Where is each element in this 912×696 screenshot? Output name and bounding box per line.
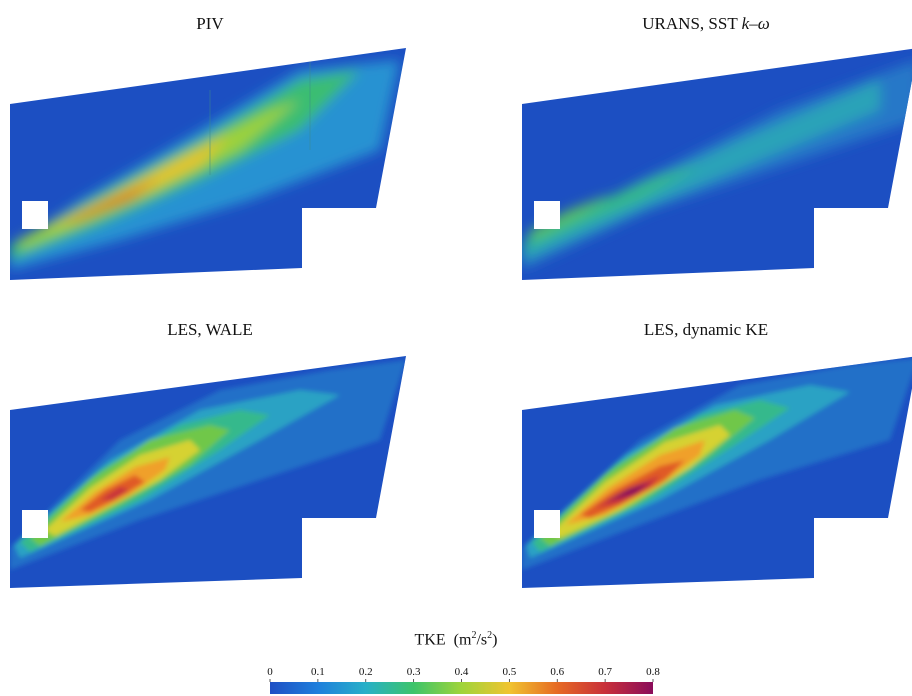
panel-urans xyxy=(522,48,912,280)
urans-title-dash: – xyxy=(749,14,758,33)
colorbar-tick-label: 0.2 xyxy=(358,666,373,678)
colorbar-tick-label: 0.5 xyxy=(502,666,517,678)
colorbar-tick-label: 0.8 xyxy=(646,666,660,678)
colorbar-title-sup2: 2 xyxy=(487,630,493,641)
urans-title-omega: ω xyxy=(757,14,770,33)
colorbar-tick-label: 0.3 xyxy=(406,666,421,678)
obstacle-piv xyxy=(22,201,48,229)
colorbar-title-main: TKE xyxy=(414,631,446,649)
panel-title-les-wale: LES, WALE xyxy=(167,320,253,339)
panel-les-wale xyxy=(10,356,406,588)
obstacle-les-wale xyxy=(22,510,48,538)
colorbar-tick-label: 0.6 xyxy=(550,666,565,678)
obstacle-les-dke xyxy=(534,510,560,538)
colorbar-title: TKE (m2/s2) xyxy=(356,630,556,649)
colorbar-title-unit-mid: /s xyxy=(476,631,488,649)
colorbar-tick-label: 0.1 xyxy=(311,666,325,678)
colorbar-title-unit-close: ) xyxy=(492,631,498,649)
panel-title-urans: URANS, SST k–ω xyxy=(496,14,912,34)
colorbar-tick-label: 0 xyxy=(267,666,273,678)
urans-title-k: k xyxy=(741,14,750,33)
colorbar-tick-label: 0.7 xyxy=(598,666,612,678)
colorbar-title-unit-open: (m xyxy=(453,631,472,649)
panel-les-dke xyxy=(522,356,912,588)
colorbar-title-sup1: 2 xyxy=(471,630,477,641)
colorbar xyxy=(270,682,653,694)
panel-title-piv: PIV xyxy=(196,14,224,33)
panel-piv xyxy=(10,48,406,280)
colorbar-ticks xyxy=(269,679,654,682)
urans-title-prefix: URANS, SST xyxy=(642,14,742,33)
panel-title-les-dke: LES, dynamic KE xyxy=(643,320,769,339)
colorbar-tick-label: 0.4 xyxy=(454,666,469,678)
obstacle-urans xyxy=(534,201,560,229)
